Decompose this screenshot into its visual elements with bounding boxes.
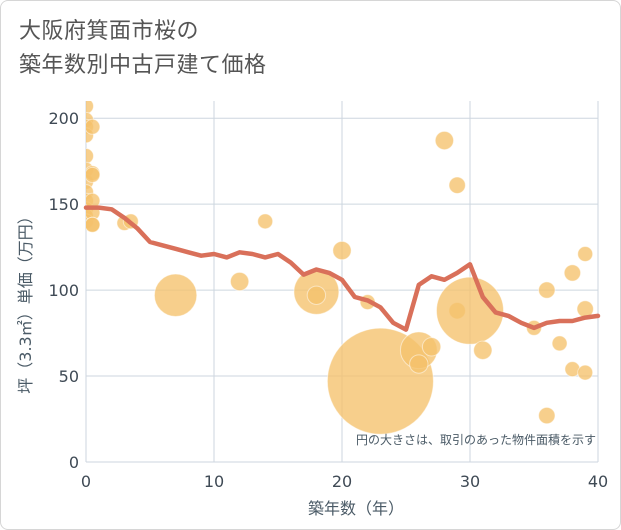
bubble-point: [86, 166, 101, 183]
chart-title-line-2: 築年数別中古戸建て価格: [19, 53, 267, 78]
average-line-series: [83, 205, 601, 332]
bubble-point: [551, 335, 568, 352]
bubble-point: [229, 271, 250, 292]
x-tick-label: 30: [460, 472, 480, 491]
y-axis-label: 坪（3.3㎡）単価（万円）: [16, 208, 35, 393]
bubble-point: [86, 216, 101, 233]
bubble-point: [257, 213, 274, 230]
bubble-point: [448, 176, 466, 194]
x-tick-label: 10: [204, 472, 224, 491]
chart-title-line-1: 大阪府箕面市桜の: [19, 19, 200, 44]
x-axis-label: 築年数（年）: [308, 499, 404, 518]
bubble-point: [565, 64, 580, 79]
y-tick-label: 200: [48, 109, 79, 128]
bubble-point: [577, 245, 594, 262]
y-tick-label: 0: [69, 453, 79, 472]
bubble-point: [563, 264, 582, 282]
x-tick-label: 0: [81, 472, 91, 491]
axis-ticks: 0 10 20 30 40 0 50 100 150 200: [48, 109, 608, 491]
bubble-point: [538, 406, 556, 425]
bubble-point: [306, 285, 327, 305]
y-tick-label: 100: [48, 281, 79, 300]
bubble-point: [409, 354, 429, 374]
x-tick-label: 40: [588, 472, 608, 491]
bubble-point: [473, 340, 493, 360]
average-price-line: [83, 205, 601, 332]
chart-title: 大阪府箕面市桜の 築年数別中古戸建て価格: [19, 15, 267, 83]
y-tick-label: 50: [59, 367, 79, 386]
bubble-point: [435, 276, 505, 345]
bubble-point: [577, 364, 594, 381]
bubble-point: [86, 101, 94, 115]
y-tick-label: 150: [48, 195, 79, 214]
bubble-series: [85, 64, 594, 435]
bubble-point: [86, 148, 94, 165]
bubble-point: [538, 281, 556, 299]
bubble-point: [421, 337, 442, 357]
bubble-point: [153, 273, 198, 317]
bubble-point: [434, 130, 455, 151]
bubble-size-note: 円の大きさは、取引のあった物件面積を示す: [356, 432, 596, 447]
bubble-point: [332, 240, 352, 261]
bubble-point: [85, 71, 100, 86]
bubble-point: [86, 118, 101, 135]
x-tick-label: 20: [332, 472, 352, 491]
